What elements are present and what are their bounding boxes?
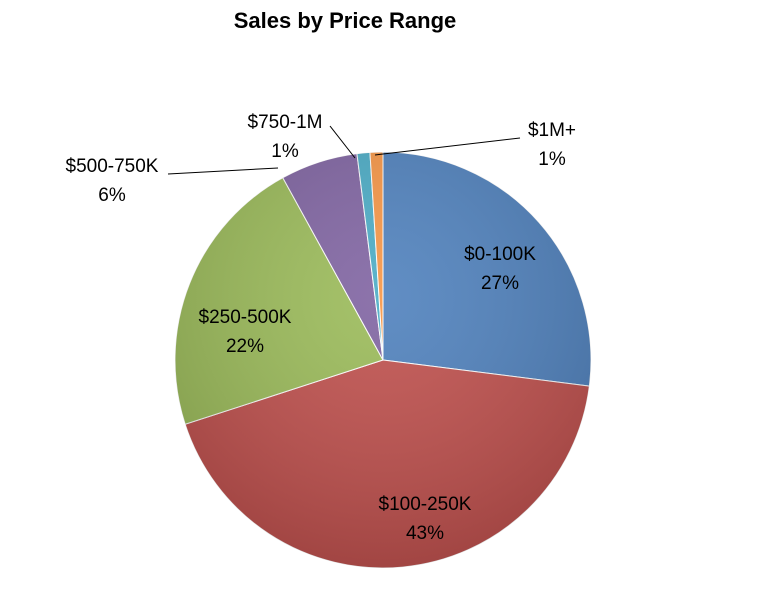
slice-label: $500-750K 6%: [66, 156, 159, 206]
slice-category-label: $100-250K: [379, 494, 472, 515]
leader-line: [374, 137, 521, 156]
slice-category-label: $250-500K: [199, 307, 292, 328]
slice-percent-label: 43%: [406, 523, 444, 544]
chart-title: Sales by Price Range: [234, 8, 457, 33]
slice-label: $100-250K 43%: [379, 494, 472, 544]
leader-line: [167, 167, 279, 175]
leader-lines: [167, 125, 521, 175]
slice-label: $750-1M 1%: [248, 112, 323, 162]
slice-labels: $0-100K 27% $100-250K 43% $250-500K 22% $500-7…: [66, 112, 577, 544]
pie-slice: [382, 151, 592, 387]
slice-percent-label: 22%: [226, 336, 264, 357]
slice-percent-label: 1%: [538, 149, 566, 170]
slice-percent-label: 1%: [271, 141, 299, 162]
slice-label: $1M+ 1%: [528, 120, 576, 170]
leader-line: [329, 125, 356, 159]
slice-category-label: $750-1M: [248, 112, 323, 133]
slice-category-label: $0-100K: [464, 244, 536, 265]
slice-label: $0-100K 27%: [464, 244, 536, 294]
slice-percent-label: 6%: [98, 185, 126, 206]
slice-percent-label: 27%: [481, 273, 519, 294]
slice-category-label: $500-750K: [66, 156, 159, 177]
slice-label: $250-500K 22%: [199, 307, 292, 357]
slice-category-label: $1M+: [528, 120, 576, 141]
